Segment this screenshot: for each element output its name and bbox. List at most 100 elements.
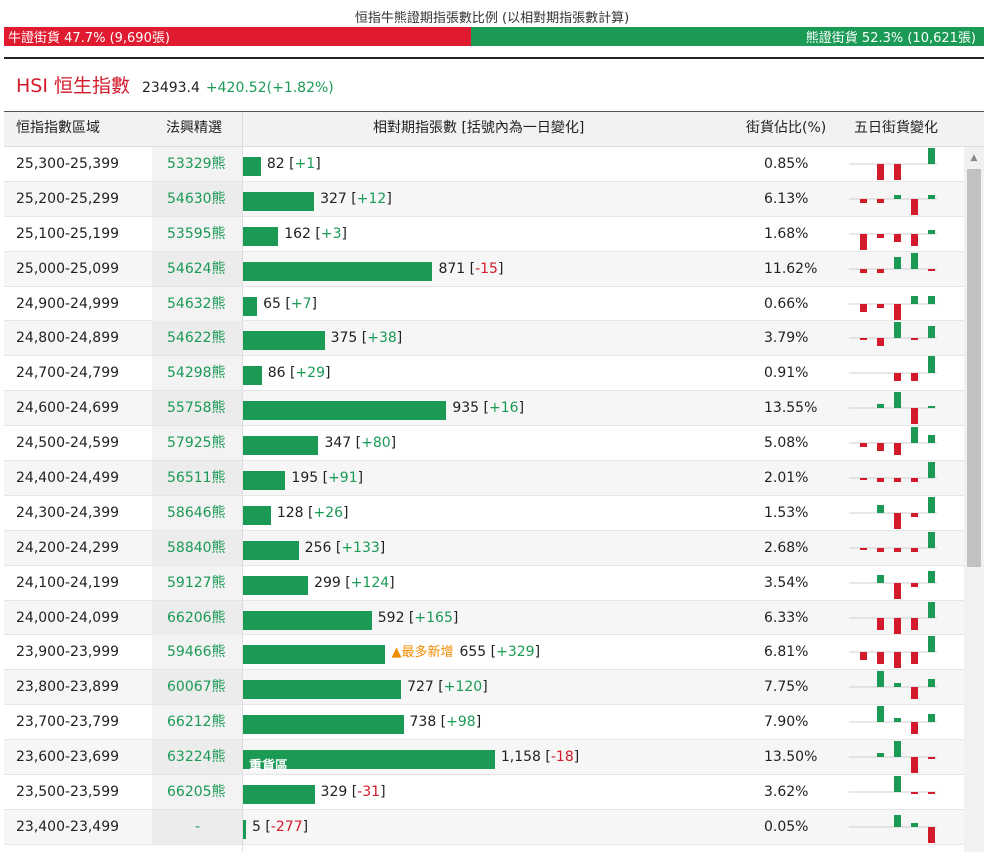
header-code: 法興精選: [166, 120, 222, 136]
table-row[interactable]: 24,300-24,399 58646熊 128 [+26] 1.53%: [4, 495, 964, 531]
warrant-code-link[interactable]: 59466熊: [152, 635, 242, 670]
sparkline-bar: [928, 826, 935, 843]
share-pct: 7.75%: [764, 679, 809, 696]
table-row[interactable]: 23,500-23,599 66205熊 329 [-31] 3.62%: [4, 775, 964, 810]
table-row[interactable]: 25,000-25,099 54624熊 871 [-15] 11.62%: [4, 251, 964, 287]
warrant-code-link[interactable]: 66205熊: [152, 775, 242, 810]
sparkline-bar: [911, 652, 918, 665]
table-row[interactable]: 23,700-23,799 66212熊 738 [+98] 7.90%: [4, 705, 964, 741]
table-row[interactable]: 24,900-24,999 54632熊 65 [+7] 0.66%: [4, 286, 964, 322]
table-row[interactable]: 23,400-23,499 -5 [-277] 0.05%: [4, 809, 964, 845]
sparkline-bar: [911, 338, 918, 341]
table-row[interactable]: 24,600-24,699 55758熊 935 [+16] 13.55%: [4, 391, 964, 427]
contracts-cell: 299 [+124]: [243, 566, 698, 600]
sparkline-bar: [911, 478, 918, 483]
daily-change: +3: [320, 225, 342, 242]
sparkline-bar: [860, 547, 867, 550]
warrant-code-link[interactable]: 57925熊: [152, 426, 242, 461]
sparkline-bar: [877, 706, 884, 723]
contracts-label: 727 [+120]: [407, 679, 488, 696]
warrant-code-link[interactable]: 54622熊: [152, 321, 242, 356]
table-row[interactable]: 24,200-24,299 58840熊 256 [+133] 2.68%: [4, 530, 964, 566]
sparkline-bar: [894, 478, 901, 483]
sparkline-bar: [877, 233, 884, 238]
daily-change: +1: [294, 156, 316, 172]
five-day-sparkline: [847, 775, 940, 809]
contracts-cell: 327 [+12]: [243, 182, 698, 216]
contracts-count: 375: [330, 330, 358, 347]
sparkline-bar: [894, 443, 901, 456]
table-row[interactable]: 24,100-24,199 59127熊 299 [+124] 3.54%: [4, 565, 964, 601]
contracts-bar: [243, 191, 315, 211]
warrant-code-link[interactable]: 53329熊: [152, 147, 242, 181]
sparkline-bar: [894, 194, 901, 199]
sparkline-bar: [860, 303, 867, 312]
warrant-code-link[interactable]: 56511熊: [152, 461, 242, 496]
warrant-code-link[interactable]: 66212熊: [152, 705, 242, 740]
table-row[interactable]: 23,600-23,699 63224熊 重貨區 1,158 [-18] 13.50%: [4, 740, 964, 776]
warrant-code-link[interactable]: 60067熊: [152, 670, 242, 705]
sparkline-bar: [928, 570, 935, 583]
contracts-label: 935 [+16]: [452, 400, 525, 417]
five-day-sparkline: [847, 391, 940, 425]
warrant-code-link: -: [152, 809, 242, 844]
table-row[interactable]: 23,900-23,999 59466熊 ▲最多新增 655 [+329] 6.81%: [4, 635, 964, 671]
sparkline-bar: [860, 338, 867, 341]
sparkline-bar: [911, 233, 918, 246]
five-day-sparkline: [847, 182, 940, 216]
sparkline-bar: [911, 547, 918, 552]
sparkline-bar: [911, 427, 918, 444]
range-cell: 23,500-23,599: [16, 784, 120, 801]
scrollbar-thumb[interactable]: [967, 169, 981, 567]
sparkline-bar: [911, 757, 918, 774]
share-pct: 1.53%: [764, 504, 809, 521]
range-cell: 24,300-24,399: [16, 504, 120, 521]
warrant-code-link[interactable]: 54624熊: [152, 251, 242, 286]
contracts-label: 299 [+124]: [314, 574, 395, 591]
sparkline-bar: [894, 776, 901, 793]
warrant-code-link[interactable]: 53595熊: [152, 216, 242, 251]
warrant-code-link[interactable]: 55758熊: [152, 391, 242, 426]
table-row[interactable]: 25,300-25,399 53329熊 82 [+1] 0.85%: [4, 147, 964, 182]
contracts-cell: 重貨區 1,158 [-18]: [243, 740, 698, 774]
range-cell: 23,800-23,899: [16, 679, 120, 696]
warrant-code-link[interactable]: 54298熊: [152, 356, 242, 391]
five-day-sparkline: [847, 287, 940, 321]
sparkline-bar: [860, 652, 867, 661]
daily-change: +120: [443, 679, 483, 696]
share-pct: 1.68%: [764, 225, 809, 242]
share-pct: 0.85%: [764, 156, 809, 172]
table-row[interactable]: 24,700-24,799 54298熊 86 [+29] 0.91%: [4, 356, 964, 392]
warrant-code-link[interactable]: 58646熊: [152, 495, 242, 530]
warrant-code-link[interactable]: 58840熊: [152, 530, 242, 565]
table-row[interactable]: 25,200-25,299 54630熊 327 [+12] 6.13%: [4, 181, 964, 217]
warrant-code-link[interactable]: 63224熊: [152, 740, 242, 775]
scroll-up-arrow-icon[interactable]: ▲: [970, 153, 978, 163]
five-day-sparkline: [847, 496, 940, 530]
contracts-bar: [243, 505, 271, 525]
warrant-code-link[interactable]: 54632熊: [152, 286, 242, 321]
sparkline-bar: [860, 478, 867, 481]
table-row[interactable]: 24,800-24,899 54622熊 375 [+38] 3.79%: [4, 321, 964, 357]
sparkline-bar: [928, 356, 935, 374]
table-row[interactable]: 24,000-24,099 66206熊 592 [+165] 6.33%: [4, 600, 964, 636]
warrant-code-link[interactable]: 59127熊: [152, 565, 242, 600]
five-day-sparkline: [847, 810, 940, 844]
daily-change: +98: [446, 714, 476, 731]
table-row[interactable]: 25,100-25,199 53595熊 162 [+3] 1.68%: [4, 216, 964, 252]
sparkline-bar: [860, 268, 867, 273]
sparkline-bar: [928, 229, 935, 234]
sparkline-bar: [928, 435, 935, 444]
table-row[interactable]: 24,400-24,499 56511熊 195 [+91] 2.01%: [4, 461, 964, 496]
contracts-bar: [243, 261, 433, 281]
table-row[interactable]: 23,800-23,899 60067熊 727 [+120] 7.75%: [4, 670, 964, 706]
five-day-sparkline: [847, 670, 940, 704]
warrant-code-link[interactable]: 54630熊: [152, 181, 242, 216]
vertical-scrollbar[interactable]: ▲: [964, 147, 984, 852]
table-row[interactable]: 24,500-24,599 57925熊 347 [+80] 5.08%: [4, 426, 964, 462]
sparkline-bar: [894, 373, 901, 382]
five-day-sparkline: [847, 217, 940, 251]
sparkline-bar: [894, 392, 901, 409]
share-pct: 13.55%: [764, 400, 818, 417]
warrant-code-link[interactable]: 66206熊: [152, 600, 242, 635]
